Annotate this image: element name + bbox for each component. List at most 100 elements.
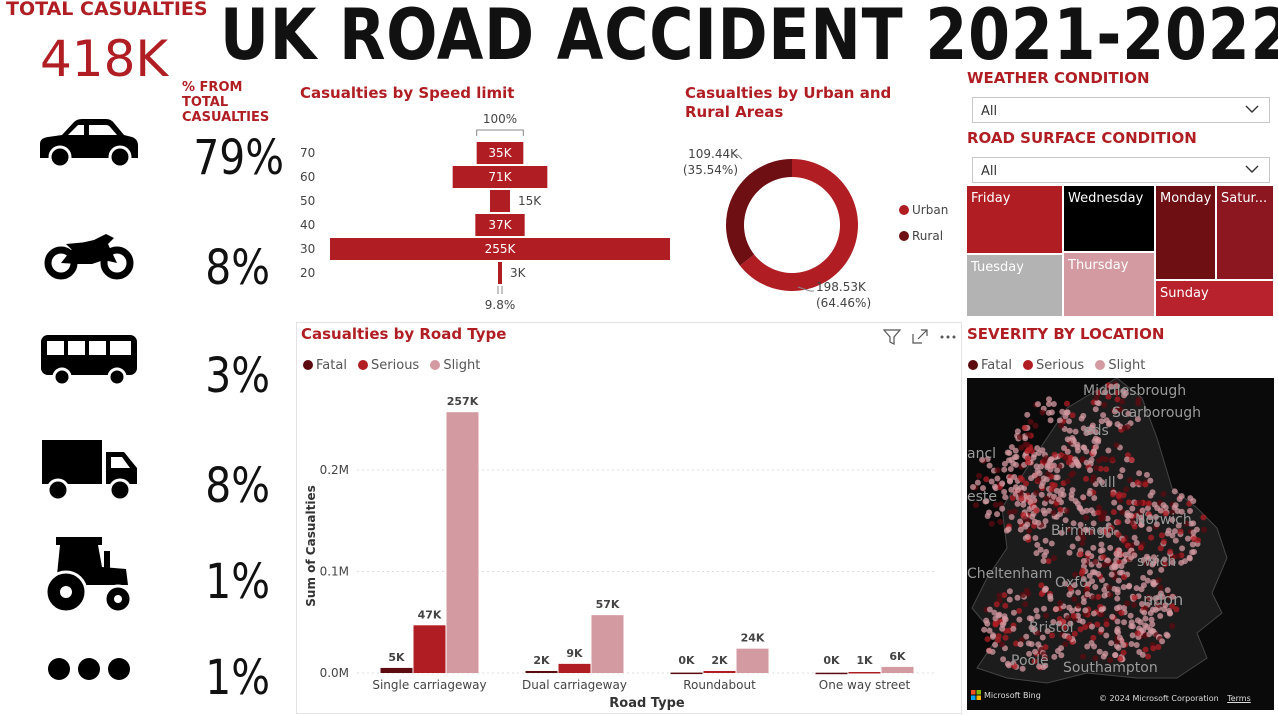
map-point [984, 512, 991, 519]
map-point [1190, 520, 1197, 527]
map-point [1160, 538, 1167, 545]
map-point [986, 462, 993, 469]
map-point [1072, 428, 1079, 435]
map-point [994, 511, 1001, 518]
page-title: UK ROAD ACCIDENT 2021-2022 [220, 0, 1278, 76]
map-point [1042, 537, 1049, 544]
map-point [1044, 628, 1051, 635]
map-point [1162, 510, 1169, 517]
map-point [1184, 535, 1191, 542]
filter-icon[interactable] [883, 329, 901, 345]
map-point [1034, 629, 1041, 636]
map-point [979, 456, 986, 463]
map-point [1050, 401, 1057, 408]
map-point [1140, 582, 1147, 589]
map-point [1178, 493, 1185, 500]
serious-dot-icon [358, 360, 369, 370]
treemap-tile-friday[interactable]: Friday [967, 186, 1062, 253]
map-point [1017, 474, 1024, 481]
map-terms-link[interactable]: Terms [1227, 694, 1251, 703]
map-point [1028, 641, 1035, 648]
treemap-tile-thursday[interactable]: Thursday [1064, 253, 1154, 316]
map-point [1054, 467, 1061, 474]
map-point [990, 632, 997, 639]
x-category-label: One way street [819, 678, 911, 692]
map-point [1071, 582, 1078, 589]
bar-serious [413, 625, 446, 673]
focus-mode-icon[interactable] [911, 329, 929, 345]
map-point [1104, 557, 1111, 564]
map-label: Birmingh [1051, 523, 1115, 539]
donut-leader-rural [734, 154, 743, 160]
funnel-value-label: 37K [488, 218, 512, 232]
map-point [1114, 618, 1121, 625]
map-point [1113, 441, 1120, 448]
map-point [994, 475, 1001, 482]
map-point [1083, 507, 1090, 514]
map-point [1114, 586, 1121, 593]
map-point [1088, 640, 1095, 647]
more-options-icon[interactable] [939, 329, 957, 345]
road-surface-dropdown[interactable]: All [972, 157, 1270, 183]
map-point [1010, 460, 1017, 467]
treemap-tile-wednesday[interactable]: Wednesday [1064, 186, 1154, 251]
map-point [1121, 558, 1128, 565]
donut-legend-dot-urban [899, 205, 909, 215]
map-point [1118, 563, 1125, 570]
map-point [1026, 494, 1033, 501]
map-point [1179, 545, 1186, 552]
map-point [1034, 613, 1041, 620]
map-point [993, 601, 1000, 608]
map-point [1066, 549, 1073, 556]
map-point [1001, 460, 1008, 467]
map-point [1108, 525, 1115, 532]
map-point [1142, 481, 1149, 488]
map-point [1064, 448, 1071, 455]
funnel-category-label: 40 [300, 218, 315, 232]
donut-pct-rural: (35.54%) [683, 163, 738, 177]
treemap-tile-monday[interactable]: Monday [1156, 186, 1215, 279]
map-point [1107, 591, 1114, 598]
map-point [1032, 535, 1039, 542]
map-point [1077, 521, 1084, 528]
map-point [1108, 383, 1115, 390]
map-point [1148, 534, 1155, 541]
map-point [1096, 457, 1103, 464]
map-canvas[interactable] [967, 378, 1274, 710]
map-point [1160, 490, 1167, 497]
map-point [1010, 625, 1017, 632]
bar-serious [848, 671, 881, 674]
map-point [1147, 514, 1154, 521]
map-label: este [967, 489, 998, 505]
map-point [1024, 455, 1031, 462]
map-point [1019, 591, 1026, 598]
map-point [1050, 509, 1057, 516]
map-point [1058, 422, 1065, 429]
map-point [1177, 528, 1184, 535]
map-point [1149, 621, 1156, 628]
map-point [1171, 488, 1178, 495]
car-pct: 79% [193, 130, 284, 186]
map-point [1079, 618, 1086, 625]
map-label: Norwich [1135, 512, 1192, 528]
severity-map[interactable]: Middlesbrough Scarborough eds ancl ull e… [967, 378, 1274, 710]
bar-value-label: 0K [823, 654, 840, 667]
map-point [1153, 521, 1160, 528]
map-point [1200, 514, 1207, 521]
treemap-tile-sunday[interactable]: Sunday [1156, 281, 1273, 316]
map-point [1034, 467, 1041, 474]
weather-dropdown[interactable]: All [972, 97, 1270, 123]
map-point [1034, 401, 1041, 408]
treemap-tile-tuesday[interactable]: Tuesday [967, 255, 1062, 316]
treemap-tile-saturday[interactable]: Satur... [1217, 186, 1273, 279]
donut-slice-urban [739, 159, 858, 291]
map-point [1103, 621, 1110, 628]
map-point [1066, 591, 1073, 598]
map-point [1040, 507, 1047, 514]
map-point [1155, 577, 1162, 584]
map-point [1169, 593, 1176, 600]
map-point [1134, 416, 1141, 423]
map-point [1070, 520, 1077, 527]
bus-pct: 3% [205, 348, 270, 404]
map-point [1155, 602, 1162, 609]
